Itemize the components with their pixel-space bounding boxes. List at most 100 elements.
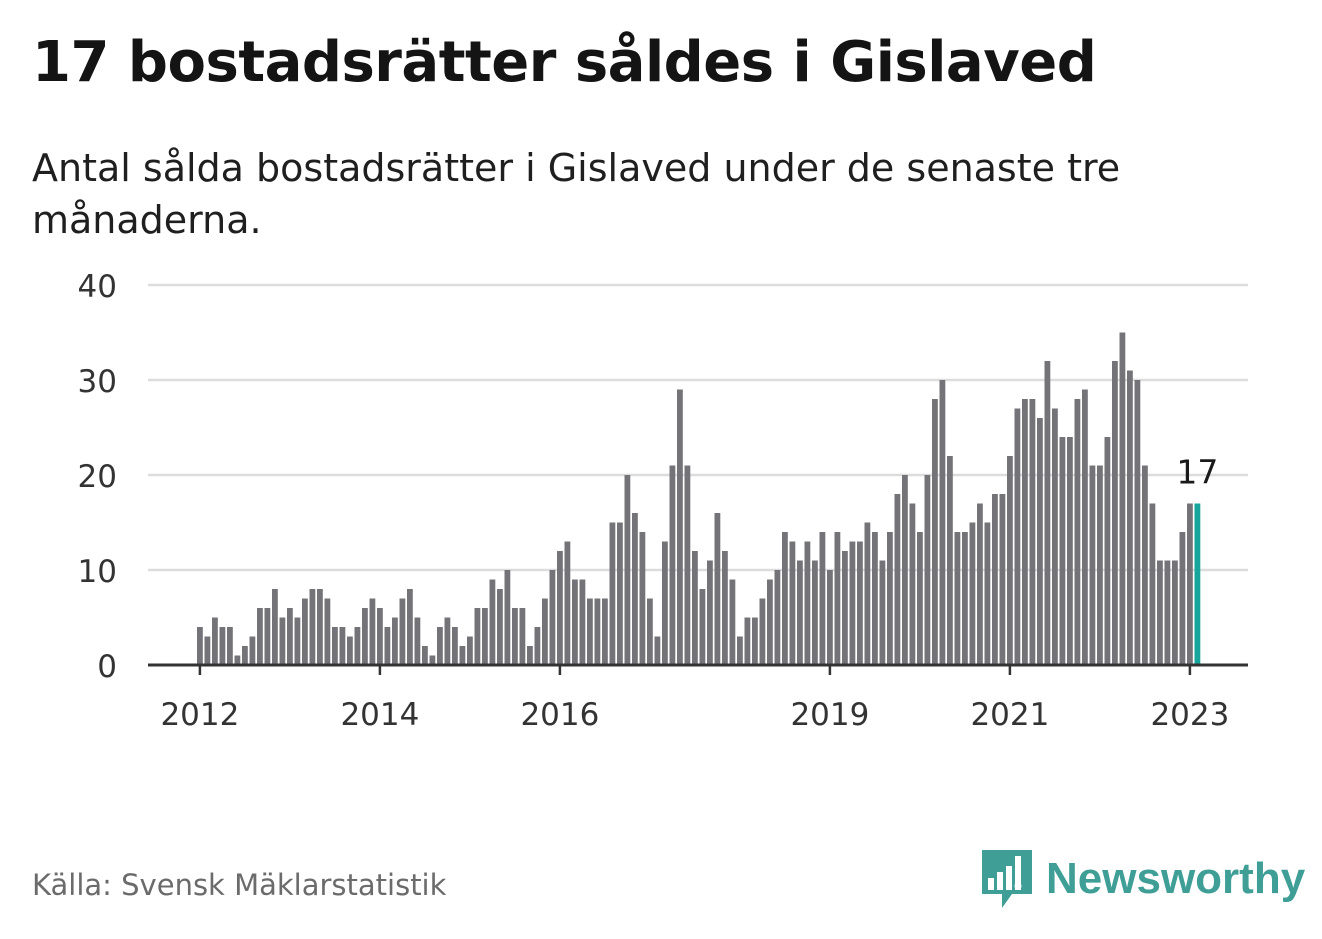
bar	[452, 627, 458, 665]
bar	[549, 570, 556, 665]
bar	[519, 608, 526, 665]
bar	[1119, 332, 1126, 665]
bar	[1029, 399, 1036, 665]
bar	[504, 570, 511, 665]
bar	[797, 560, 803, 665]
bar	[444, 617, 451, 665]
bar	[1149, 503, 1156, 665]
y-tick-label: 20	[78, 459, 117, 495]
x-tick-label: 2012	[160, 697, 239, 733]
bar	[729, 579, 736, 665]
bar	[879, 560, 886, 665]
bar	[857, 541, 863, 665]
bar	[257, 608, 263, 665]
bar	[497, 589, 503, 665]
bar	[242, 646, 248, 665]
bar	[362, 608, 368, 665]
bar	[317, 589, 323, 665]
bar	[782, 532, 788, 665]
bar	[669, 465, 676, 665]
y-tick-label: 0	[97, 649, 117, 685]
bar	[1044, 361, 1051, 665]
bar	[377, 608, 383, 665]
bar	[767, 579, 773, 665]
bar	[414, 617, 421, 665]
bar	[1037, 418, 1043, 665]
bar	[977, 503, 983, 665]
bar	[752, 617, 758, 665]
bar	[1157, 560, 1163, 665]
bar	[707, 560, 713, 665]
bar	[347, 636, 353, 665]
source-note: Källa: Svensk Mäklarstatistik	[32, 868, 447, 902]
bar	[399, 598, 406, 665]
bar	[647, 598, 653, 665]
bar	[1074, 399, 1081, 665]
bar	[677, 389, 683, 665]
bar	[602, 598, 608, 665]
bar	[639, 532, 646, 665]
bar	[212, 617, 218, 665]
bar	[474, 608, 481, 665]
bar	[804, 541, 811, 665]
bar	[1059, 437, 1066, 665]
bar	[609, 522, 616, 665]
chart-subtitle: Antal sålda bostadsrätter i Gislaved und…	[32, 146, 1121, 242]
bar	[579, 579, 586, 665]
bar	[984, 522, 991, 665]
bar	[264, 608, 271, 665]
bar	[759, 598, 766, 665]
bar	[1014, 408, 1021, 665]
bar	[617, 522, 623, 665]
bar	[917, 532, 923, 665]
bar	[1052, 408, 1058, 665]
brand-name: Newsworthy	[1046, 854, 1306, 903]
bar	[939, 380, 946, 665]
brand-logo[interactable]: Newsworthy	[980, 848, 1305, 910]
bar	[684, 465, 691, 665]
bar	[332, 627, 338, 665]
bar	[482, 608, 488, 665]
bar	[272, 589, 278, 665]
x-tick-label: 2014	[340, 697, 419, 733]
bar	[714, 513, 721, 665]
bar	[872, 532, 878, 665]
bar	[954, 532, 961, 665]
bar	[527, 646, 533, 665]
bar	[1082, 389, 1088, 665]
bar	[422, 646, 428, 665]
y-tick-label: 10	[78, 554, 117, 590]
bar	[662, 541, 668, 665]
bar	[1022, 399, 1028, 665]
x-tick-label: 2021	[970, 697, 1049, 733]
bar	[1127, 370, 1133, 665]
bar	[369, 598, 376, 665]
bar	[309, 589, 316, 665]
bar	[789, 541, 796, 665]
bar	[999, 494, 1006, 665]
bar	[294, 617, 301, 665]
bar	[204, 636, 211, 665]
y-tick-label: 30	[78, 364, 117, 400]
bar	[557, 551, 563, 665]
bar	[699, 589, 706, 665]
bar	[992, 494, 998, 665]
bar	[234, 655, 241, 665]
bar	[324, 598, 331, 665]
bar	[692, 551, 698, 665]
bar	[909, 503, 916, 665]
bar	[864, 522, 871, 665]
bar	[887, 532, 893, 665]
bar	[1007, 456, 1013, 665]
bar	[302, 598, 308, 665]
bar	[467, 636, 473, 665]
bar	[962, 532, 968, 665]
x-tick-label: 2019	[790, 697, 869, 733]
bar	[384, 627, 391, 665]
highlight-data-label: 17	[1176, 453, 1218, 492]
bar	[894, 494, 901, 665]
bar	[287, 608, 293, 665]
bar	[1097, 465, 1103, 665]
bar	[969, 522, 976, 665]
bar	[1172, 560, 1178, 665]
